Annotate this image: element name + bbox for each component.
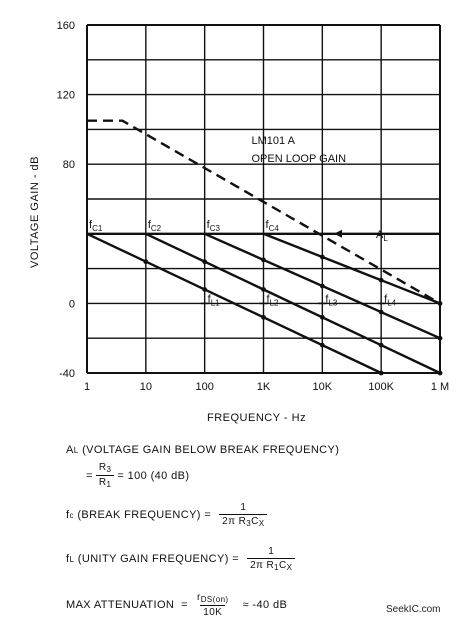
open-loop-label-line2: OPEN LOOP GAIN (252, 153, 347, 165)
al-label: AL (376, 229, 388, 243)
intersection-marker (261, 314, 266, 320)
intersection-marker (378, 342, 384, 348)
grid (86, 24, 441, 374)
intersection-marker (378, 370, 384, 376)
fc-label: fC2 (148, 219, 162, 233)
series-line (87, 119, 441, 305)
fl-num: 1 (268, 546, 275, 557)
ma-fraction: rDS(on) 10K (194, 592, 231, 618)
fl-label: fL2 (267, 293, 280, 307)
fl-description: (UNITY GAIN FREQUENCY) = (74, 553, 240, 565)
ma-num-sub: DS(on) (200, 595, 229, 604)
intersection-marker (437, 335, 443, 341)
fc-den-sub1: 3 (246, 519, 252, 528)
al-symbol-sub: L (73, 445, 79, 455)
intersection-marker (261, 257, 266, 263)
fc-symbol: f (66, 509, 70, 521)
intersection-marker (319, 314, 325, 320)
intersection-marker (437, 370, 443, 376)
watermark: SeekIC.com (386, 604, 441, 615)
fl-fraction: 1 2π R1CX (247, 546, 296, 572)
ma-num: r (197, 592, 201, 603)
fc-label: fC3 (207, 219, 221, 233)
fl-den: 2π R (250, 560, 275, 571)
tick-labels: 1 10 100 1K 10K 100K 1 M 160 120 80 0 -40 (57, 20, 450, 393)
fl-den-sub1: 1 (274, 563, 279, 572)
al-value: = 100 (40 dB) (117, 469, 190, 482)
max-attenuation: MAX ATTENUATION = rDS(on) 10K ≈ -40 dB (66, 592, 287, 618)
y-tick-label: 80 (63, 159, 75, 171)
intersection-marker (319, 254, 325, 260)
intersection-marker (378, 309, 384, 315)
y-tick-label: 160 (57, 20, 75, 32)
ma-description: MAX ATTENUATION = (66, 599, 189, 611)
al-equals: = (86, 469, 93, 482)
fl-den-sub2: X (286, 563, 293, 572)
x-axis-title: FREQUENCY - Hz (207, 412, 306, 424)
y-tick-label: 120 (57, 90, 75, 102)
ma-value: ≈ -40 dB (242, 599, 288, 611)
ma-den: 10K (200, 605, 226, 618)
series-line (263, 232, 441, 305)
series-group (86, 119, 443, 376)
fl-label: fL3 (325, 293, 338, 307)
x-tick-label: 10K (313, 381, 333, 393)
al-arrow-head (334, 229, 342, 238)
fc-description: (BREAK FREQUENCY) = (73, 509, 212, 521)
fc-den-sub2: X (258, 519, 265, 528)
al-den: R (98, 477, 107, 488)
fc-den: 2π R (222, 516, 247, 527)
series-line (145, 232, 441, 375)
al-description: (VOLTAGE GAIN BELOW BREAK FREQUENCY) (78, 444, 340, 456)
al-num: R (98, 462, 107, 473)
al-num-sub: 3 (106, 465, 112, 474)
fc-fraction: 1 2π R3CX (219, 502, 268, 528)
intersection-marker (202, 259, 208, 265)
intersection-marker (319, 342, 325, 348)
x-tick-label: 10 (140, 381, 152, 393)
al-den-sub: 1 (106, 480, 112, 489)
intersection-marker (319, 283, 325, 289)
fc-label: fC1 (89, 219, 103, 233)
intersection-marker (143, 259, 149, 265)
x-tick-label: 1 M (431, 381, 449, 393)
y-tick-label: 0 (69, 298, 75, 310)
y-axis-title: VOLTAGE GAIN - dB (29, 156, 41, 268)
gain-vs-frequency-chart: 1 10 100 1K 10K 100K 1 M 160 120 80 0 -40 fC1 fC2 fC3… (29, 20, 450, 424)
x-tick-label: 100 (195, 381, 213, 393)
fc-symbol-sub: c (69, 510, 74, 520)
fl-label: fL1 (208, 293, 221, 307)
intersection-marker (437, 301, 443, 306)
x-tick-label: 1 (84, 381, 90, 393)
open-loop-label-line1: LM101 A (252, 135, 296, 147)
al-fraction: R3 R1 (95, 462, 115, 489)
x-tick-label: 1K (257, 381, 271, 393)
fl-symbol-sub: L (69, 554, 75, 564)
fc-num: 1 (240, 502, 247, 513)
intersection-marker (261, 287, 266, 292)
intersection-marker (378, 277, 384, 283)
fl-label: fL4 (384, 293, 397, 307)
series-line (86, 232, 382, 375)
x-tick-label: 100K (368, 381, 394, 393)
fc-den-mid: C (251, 516, 259, 527)
fl-den-mid: C (278, 560, 287, 571)
fl-symbol: f (66, 553, 70, 565)
y-tick-label: -40 (59, 368, 75, 380)
al-formula: = R3 R1 = 100 (40 dB) (86, 462, 189, 489)
annotations: fC1 fC2 fC3 fC4 fL1 fL2 fL3 fL4 LM101 A OPEN LOOP… (89, 135, 397, 307)
fc-label: fC4 (266, 219, 280, 233)
al-symbol: A (66, 444, 74, 456)
intersection-marker (202, 287, 208, 292)
